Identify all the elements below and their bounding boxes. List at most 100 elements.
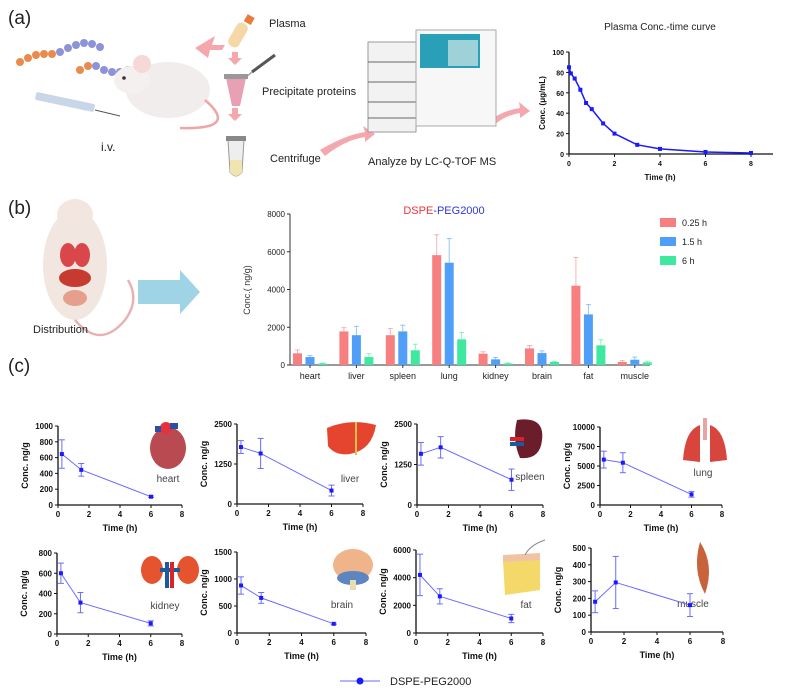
- chart-fat: 0 2000 4000 6000 0 2 4 6 8 Time (h) Conc. ng/g fat: [378, 546, 546, 661]
- x-tick-label: 2: [266, 509, 271, 518]
- x-tick-label: 8: [541, 510, 546, 519]
- x-axis-label: Time (h): [462, 651, 497, 661]
- organ-label: muscle: [677, 599, 709, 610]
- data-point: [584, 101, 589, 105]
- data-point: [58, 571, 63, 576]
- bar-kidney-1.5h: [491, 359, 501, 365]
- bar-spleen-6h: [410, 350, 420, 365]
- x-tick-label: 4: [298, 509, 303, 518]
- legend-swatch: [660, 218, 676, 227]
- bar-lung-0.25h: [432, 255, 442, 365]
- y-axis-label: Conc. ng/g: [199, 441, 209, 488]
- title-part-dspe: DSPE: [403, 205, 433, 217]
- data-point: [509, 477, 514, 482]
- y-tick-label: 2000: [393, 601, 411, 610]
- x-tick-label: 0: [55, 639, 60, 648]
- chart-kidney: 0 200 400 600 800 0 2 4 6 8 Time (h) Conc. ng/g kidn…: [19, 549, 185, 662]
- y-axis-label: Conc.( ng/g): [242, 265, 252, 315]
- data-point: [613, 580, 618, 585]
- y-axis-label: Conc. ng/g: [562, 443, 572, 490]
- y-tick-label: 400: [573, 561, 587, 570]
- fat-icon: [503, 539, 546, 595]
- chart-distribution: 0 2000 4000 6000 8000 Conc.( ng/g) DSPE-PEG200…: [242, 205, 707, 381]
- y-tick-label: 0: [407, 629, 412, 638]
- data-point: [567, 65, 571, 70]
- chart-muscle: 0 100 200 300 400 500 0 2 4 6 8 Time (h) Conc. ng/g m…: [553, 544, 726, 660]
- big-arrow-icon: [138, 270, 200, 314]
- y-tick-label: 0: [48, 630, 53, 639]
- x-tick-label: 2: [613, 161, 617, 168]
- x-tick-label: 6: [332, 638, 337, 647]
- x-tick-label: 0: [56, 510, 61, 519]
- data-point: [509, 616, 514, 621]
- chart-title: DSPE-PEG2000: [403, 205, 484, 217]
- bar-spleen-0.25h: [385, 335, 395, 365]
- data-point: [593, 599, 598, 604]
- category-label: kidney: [483, 371, 510, 381]
- x-tick-label: 4: [477, 638, 482, 647]
- chart-heart: 0 200 400 600 800 1000 0 2 4 6 8 Time (h) Conc. ng/g…: [20, 422, 185, 533]
- x-tick-label: 4: [655, 637, 660, 646]
- muscle-icon: [696, 542, 709, 594]
- data-point: [329, 488, 334, 493]
- x-tick-label: 2: [628, 510, 633, 519]
- x-tick-label: 6: [149, 639, 154, 648]
- y-tick-label: 40: [556, 111, 564, 118]
- series-line: [420, 446, 512, 481]
- y-axis-label: Conc. ng/g: [199, 569, 209, 616]
- panel-label-c: (c): [8, 356, 31, 377]
- liver-icon: [327, 422, 376, 455]
- y-axis-label: Conc. ng/g: [378, 568, 388, 615]
- x-tick-label: 8: [364, 638, 369, 647]
- x-tick-label: 8: [749, 161, 753, 168]
- legend-marker: [356, 677, 364, 685]
- series-line: [240, 446, 332, 492]
- data-point: [239, 583, 244, 588]
- bar-brain-0.25h: [525, 348, 534, 365]
- data-point: [572, 76, 577, 81]
- y-tick-label: 5000: [577, 462, 595, 471]
- y-tick-label: 1000: [35, 422, 53, 431]
- y-tick-label: 200: [40, 485, 54, 494]
- y-tick-label: 2500: [214, 420, 232, 429]
- y-tick-label: 2500: [394, 420, 412, 429]
- chart-plasma: 0 20 40 60 80 100 0 2 4 6 8 Time (h) Conc. (μg/mL) Pl…: [538, 22, 773, 182]
- plasma-label: Plasma: [269, 18, 306, 30]
- bar-kidney-6h: [503, 363, 513, 365]
- x-tick-label: 2: [267, 638, 272, 647]
- x-tick-label: 4: [478, 510, 483, 519]
- x-tick-label: 4: [659, 510, 664, 519]
- brain-icon: [333, 549, 373, 590]
- x-axis-label: Time (h): [640, 650, 675, 660]
- y-tick-label: 2500: [577, 482, 595, 491]
- x-tick-label: 0: [235, 509, 240, 518]
- data-point: [620, 460, 625, 465]
- bar-heart-0.25h: [293, 353, 302, 365]
- data-point: [689, 492, 694, 497]
- legend-label: 0.25 h: [682, 218, 707, 228]
- data-point: [749, 150, 753, 155]
- x-tick-label: 2: [446, 638, 451, 647]
- chart-liver: 0 1250 2500 0 2 4 6 8 Time (h) Conc. ng/g liver: [199, 420, 366, 532]
- organ-label: brain: [331, 600, 353, 611]
- panel-label-b: (b): [8, 198, 32, 219]
- y-tick-label: 800: [39, 549, 53, 558]
- series-line: [60, 572, 151, 624]
- series-line: [61, 453, 152, 498]
- y-tick-label: 10000: [573, 423, 596, 432]
- lung-icon: [683, 418, 727, 462]
- y-tick-label: 200: [39, 610, 53, 619]
- precipitate-label: Precipitate proteins: [262, 86, 357, 98]
- y-tick-label: 6000: [393, 546, 411, 555]
- y-tick-label: 80: [556, 70, 564, 77]
- category-label: lung: [441, 371, 458, 381]
- y-tick-label: 300: [573, 578, 587, 587]
- y-tick-label: 400: [39, 590, 53, 599]
- y-tick-label: 200: [573, 594, 587, 603]
- y-tick-label: 0: [228, 500, 233, 509]
- analyze-label: Analyze by LC-Q-TOF MS: [368, 156, 497, 168]
- y-tick-label: 0: [228, 629, 233, 638]
- data-point: [238, 445, 243, 450]
- x-tick-label: 6: [688, 637, 693, 646]
